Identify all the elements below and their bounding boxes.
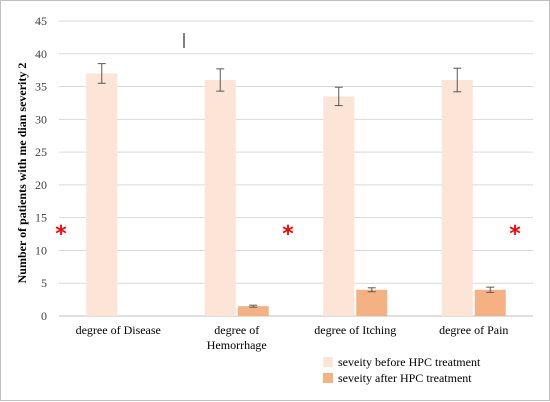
y-axis-label: Number of patients with me dian severity… — [15, 63, 29, 284]
significance-asterisk: * — [509, 222, 521, 247]
legend-label: seveity after HPC treatment — [338, 371, 472, 385]
x-category-label: degree of Disease — [76, 323, 161, 337]
bar — [237, 306, 269, 316]
bar — [323, 96, 355, 316]
legend-label: seveity before HPC treatment — [338, 355, 481, 369]
y-tick-label: 45 — [35, 14, 47, 28]
y-tick-label: 15 — [35, 211, 47, 225]
y-tick-label: 5 — [41, 276, 47, 290]
y-tick-label: 0 — [41, 309, 47, 323]
x-category-label: Hemorrhage — [207, 338, 267, 352]
y-tick-label: 35 — [35, 80, 47, 94]
y-tick-label: 30 — [35, 112, 47, 126]
x-category-label: degree of — [214, 323, 259, 337]
bar — [441, 80, 473, 316]
bar — [204, 80, 236, 316]
significance-asterisk: * — [282, 222, 294, 247]
significance-asterisk: * — [55, 222, 67, 247]
x-category-label: degree of Itching — [314, 323, 396, 337]
y-tick-label: 25 — [35, 145, 47, 159]
y-tick-label: 20 — [35, 178, 47, 192]
bar — [356, 289, 388, 316]
x-category-label: degree of Pain — [439, 323, 508, 337]
bar — [474, 289, 506, 316]
legend-swatch — [323, 373, 333, 383]
y-tick-label: 40 — [35, 47, 47, 61]
bar — [86, 73, 118, 316]
y-tick-label: 10 — [35, 243, 47, 257]
legend-swatch — [323, 357, 333, 367]
